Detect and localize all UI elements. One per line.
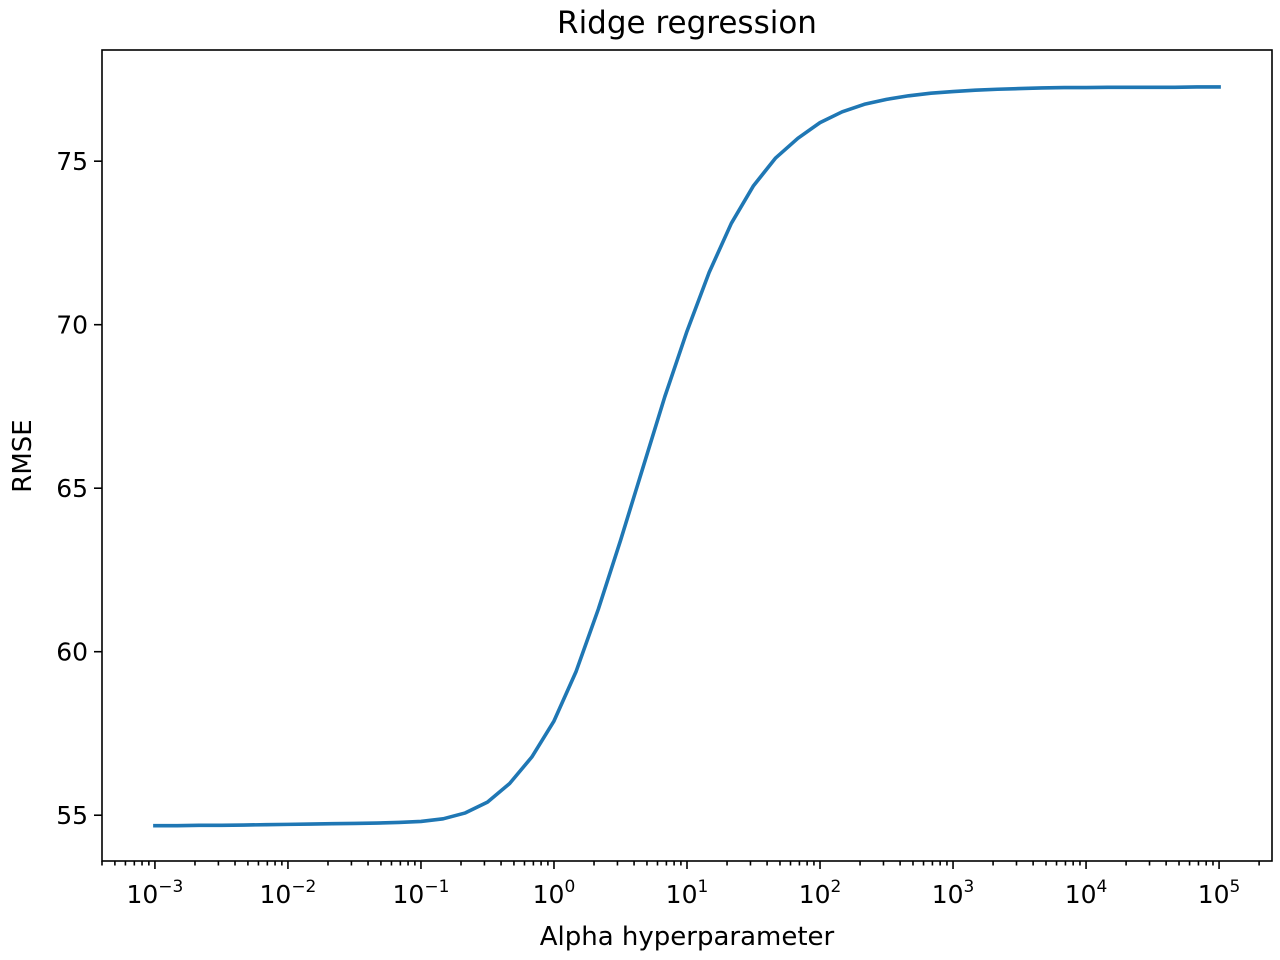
plot-series xyxy=(153,85,1221,828)
x-tick-exponent: 5 xyxy=(1230,877,1241,897)
y-tick-label: 55 xyxy=(56,801,88,830)
x-tick-label: 101 xyxy=(666,877,709,909)
x-tick-label: 103 xyxy=(932,877,975,909)
x-axis-label: Alpha hyperparameter xyxy=(540,922,835,952)
x-tick-label: 10−3 xyxy=(126,877,183,909)
x-tick-base: 10 xyxy=(1065,880,1097,909)
plot-frame xyxy=(101,49,1273,862)
x-tick-exponent: 2 xyxy=(831,877,842,897)
x-tick-label: 100 xyxy=(533,877,576,909)
y-axis-label: RMSE xyxy=(8,419,38,492)
x-tick-base: 10 xyxy=(799,880,831,909)
y-tick-label: 65 xyxy=(56,474,88,503)
x-tick-base: 10 xyxy=(533,880,565,909)
x-tick-label: 105 xyxy=(1198,877,1241,909)
x-tick-base: 10 xyxy=(126,880,158,909)
x-tick-base: 10 xyxy=(260,880,292,909)
x-tick-exponent: 0 xyxy=(564,877,575,897)
y-tick-label: 60 xyxy=(56,638,88,667)
x-tick-label: 102 xyxy=(799,877,842,909)
x-tick-base: 10 xyxy=(1198,880,1230,909)
x-tick-base: 10 xyxy=(666,880,698,909)
rmse-series-line xyxy=(153,85,1221,828)
x-tick-exponent: −3 xyxy=(158,877,183,897)
x-tick-base: 10 xyxy=(932,880,964,909)
chart-title: Ridge regression xyxy=(557,5,817,41)
x-tick-exponent: 4 xyxy=(1097,877,1108,897)
x-tick-exponent: −1 xyxy=(424,877,449,897)
x-tick-label: 10−1 xyxy=(393,877,450,909)
x-tick-base: 10 xyxy=(393,880,425,909)
y-axis: 55 60 65 70 75 xyxy=(56,147,102,830)
x-tick-exponent: 1 xyxy=(697,877,708,897)
x-tick-label: 104 xyxy=(1065,877,1108,909)
x-tick-label: 10−2 xyxy=(260,877,317,909)
x-axis: 10−3 10−2 10−1 100 101 102 103 104 105 xyxy=(101,861,1260,909)
x-tick-exponent: 3 xyxy=(964,877,975,897)
x-tick-exponent: −2 xyxy=(291,877,316,897)
y-tick-label: 70 xyxy=(56,311,88,340)
y-tick-label: 75 xyxy=(56,147,88,176)
